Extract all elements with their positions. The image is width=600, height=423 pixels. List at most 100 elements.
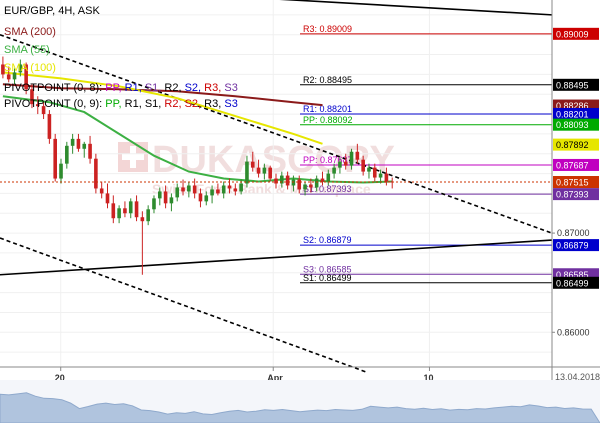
candle-body[interactable]: [128, 201, 133, 214]
candle-body[interactable]: [372, 167, 377, 178]
candle-body[interactable]: [303, 184, 307, 190]
candle-body[interactable]: [117, 208, 121, 219]
candle-body[interactable]: [111, 203, 116, 219]
candle-body[interactable]: [59, 163, 63, 179]
candle-body[interactable]: [123, 208, 127, 214]
candle-body[interactable]: [355, 151, 360, 160]
pivot-label: PP: 0.88092: [303, 115, 353, 125]
candle-body[interactable]: [285, 175, 290, 186]
pivot-legend-item: S3: [224, 82, 237, 94]
candle-body[interactable]: [175, 187, 180, 198]
pivot-legend-item: R3,: [204, 82, 224, 94]
candlesticks[interactable]: [1, 56, 395, 275]
pivot-legend-item: S2,: [185, 98, 205, 110]
candle-body[interactable]: [99, 188, 104, 194]
pivot-legend-item: S1,: [145, 98, 165, 110]
candle-body[interactable]: [88, 143, 92, 159]
price-tag-label: 0.87687: [556, 160, 589, 170]
candle-body[interactable]: [343, 161, 348, 166]
candle-body[interactable]: [65, 145, 69, 164]
candle-body[interactable]: [309, 184, 313, 188]
candle-body[interactable]: [18, 64, 23, 73]
candle-body[interactable]: [76, 138, 81, 149]
price-tag: [553, 239, 599, 252]
pivot-legend-row: PIVOTPOINT (0, 9): PP, R1, S1, R2, S2, R…: [4, 98, 238, 110]
pivot-legend-item: PP,: [105, 82, 124, 94]
pivot-label: PP: 0.87687: [303, 155, 353, 165]
candle-body[interactable]: [326, 173, 331, 182]
price-tag: [553, 188, 599, 201]
candle-body[interactable]: [6, 74, 11, 80]
candle-body[interactable]: [204, 195, 209, 202]
candle-body[interactable]: [30, 89, 34, 105]
pivot-legend-row: PIVOTPOINT (0, 8): PP, R1, S1, R2, S2, R…: [4, 82, 238, 94]
candle-body[interactable]: [12, 72, 17, 80]
candle-body[interactable]: [297, 179, 302, 190]
navigator-area[interactable]: [0, 392, 600, 423]
moving-averages: [2, 71, 393, 184]
candle-body[interactable]: [384, 173, 389, 182]
candle-body[interactable]: [378, 173, 383, 178]
candle-body[interactable]: [94, 158, 98, 189]
pivot-label: R1: 0.88201: [303, 104, 352, 114]
candle-body[interactable]: [216, 189, 220, 194]
navigator[interactable]: [0, 380, 600, 423]
candle-body[interactable]: [245, 161, 249, 184]
candle-body[interactable]: [349, 151, 354, 166]
candle-body[interactable]: [134, 201, 139, 218]
trendlines: [0, 0, 553, 373]
candle-body[interactable]: [157, 191, 162, 199]
candle-body[interactable]: [35, 104, 40, 107]
price-tag: [553, 118, 599, 131]
pivot-legend-item: R1,: [125, 98, 145, 110]
candle-body[interactable]: [53, 138, 58, 179]
candle-body[interactable]: [280, 175, 284, 184]
candle-body[interactable]: [314, 178, 319, 188]
pivot-label: S1: 0.86499: [303, 273, 352, 283]
candle-body[interactable]: [187, 185, 191, 192]
candle-body[interactable]: [227, 185, 232, 189]
candle-body[interactable]: [41, 106, 46, 115]
candle-body[interactable]: [192, 185, 197, 194]
candle-body[interactable]: [262, 167, 267, 174]
candle-body[interactable]: [268, 167, 272, 179]
candle-body[interactable]: [169, 197, 174, 204]
candle-body[interactable]: [210, 189, 214, 196]
legend-sma200: SMA (200): [4, 26, 56, 38]
candle-body[interactable]: [146, 209, 150, 222]
x-tick-label: Apr: [267, 373, 283, 383]
candle-body[interactable]: [274, 178, 278, 184]
candle-body[interactable]: [250, 161, 255, 168]
candle-body[interactable]: [105, 193, 110, 204]
candle-body[interactable]: [70, 138, 75, 146]
candle-body[interactable]: [47, 114, 52, 139]
candle-body[interactable]: [24, 64, 28, 90]
price-tag-label: 0.87393: [556, 190, 589, 200]
candle-body[interactable]: [152, 198, 156, 210]
candle-body[interactable]: [163, 191, 168, 204]
candle-body[interactable]: [82, 143, 87, 149]
pivot-legend-item: R2,: [164, 98, 184, 110]
candle-body[interactable]: [320, 178, 325, 182]
candle-body[interactable]: [338, 161, 342, 168]
candle-body[interactable]: [256, 167, 261, 174]
candle-body[interactable]: [367, 167, 371, 172]
price-tag-label: 0.86585: [556, 270, 589, 280]
trendline-solid: [0, 239, 553, 276]
y-tick-label: 0.86000: [557, 327, 590, 337]
candle-body[interactable]: [140, 217, 145, 222]
price-tag: [553, 78, 599, 91]
candle-body[interactable]: [198, 193, 203, 202]
candle-body[interactable]: [1, 64, 5, 75]
candle-body[interactable]: [181, 187, 185, 192]
candle-body[interactable]: [361, 159, 365, 172]
candle-body[interactable]: [332, 167, 336, 174]
candle-body[interactable]: [221, 185, 226, 194]
pivot-label: S2: 0.86879: [303, 235, 352, 245]
candle-body[interactable]: [239, 183, 243, 192]
pivot-label: S3: 0.86585: [303, 264, 352, 274]
y-tick-label: 0.87000: [557, 228, 590, 238]
candle-body[interactable]: [233, 188, 238, 192]
